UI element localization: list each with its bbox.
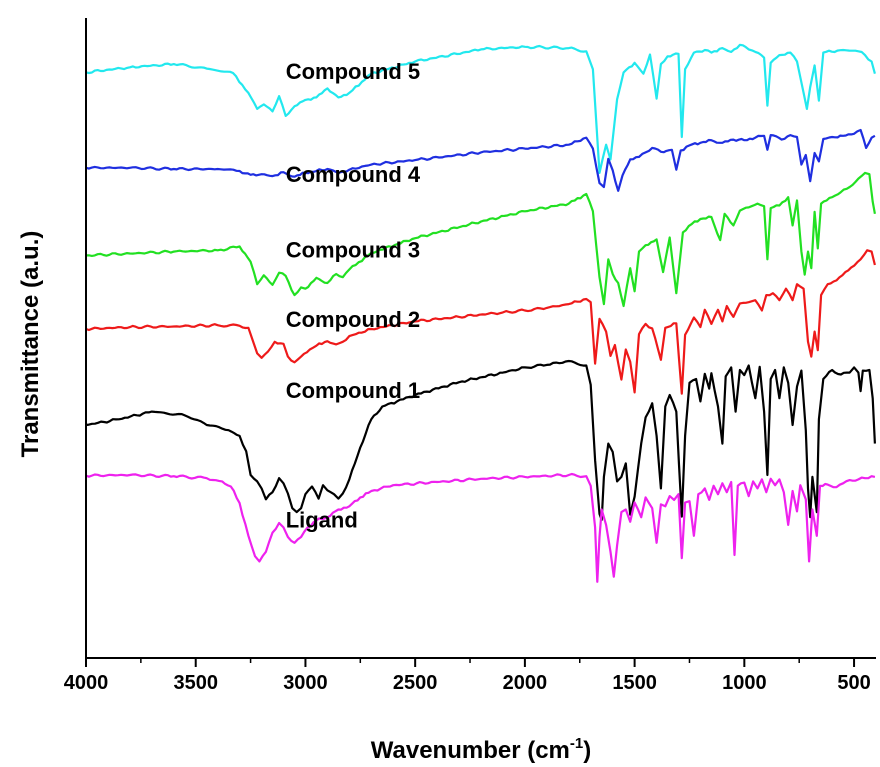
- x-tick-label: 2500: [393, 672, 438, 694]
- series-label: Compound 1: [286, 378, 420, 403]
- x-tick-label: 1000: [722, 672, 767, 694]
- x-tick-label: 4000: [64, 672, 109, 694]
- series-label: Compound 3: [286, 237, 420, 262]
- x-axis-title-text: Wavenumber (cm: [371, 737, 570, 764]
- x-tick-label: 3500: [173, 672, 218, 694]
- series-label: Compound 5: [286, 59, 420, 84]
- y-axis-title: Transmittance (a.u.): [17, 231, 44, 458]
- series-line: [85, 249, 876, 395]
- x-axis-title-superscript: -1: [570, 735, 583, 752]
- series-line: [85, 128, 876, 192]
- x-tick-label: 2000: [503, 672, 548, 694]
- series-line: [85, 171, 876, 308]
- series-line: [85, 472, 876, 583]
- x-axis-title: Wavenumber (cm-1): [371, 735, 592, 764]
- series-label: Compound 4: [286, 162, 421, 187]
- series-label: Ligand: [286, 507, 358, 532]
- series-line: [85, 43, 876, 174]
- x-tick-label: 3000: [283, 672, 328, 694]
- series-line: [85, 359, 876, 521]
- series-label-layer: Compound 5 Compound 4 Compound 3 Compound 2…: [286, 59, 421, 533]
- series-layer: [85, 43, 876, 583]
- x-ticks: 4000 3500 3000 2500 2000 1500 1000 500: [64, 658, 871, 694]
- x-tick-label: 500: [837, 672, 870, 694]
- x-tick-label: 1500: [612, 672, 657, 694]
- plot-area: Compound 5 Compound 4 Compound 3 Compound 2…: [85, 43, 876, 583]
- series-label: Compound 2: [286, 307, 420, 332]
- x-axis-title-close: ): [583, 737, 591, 764]
